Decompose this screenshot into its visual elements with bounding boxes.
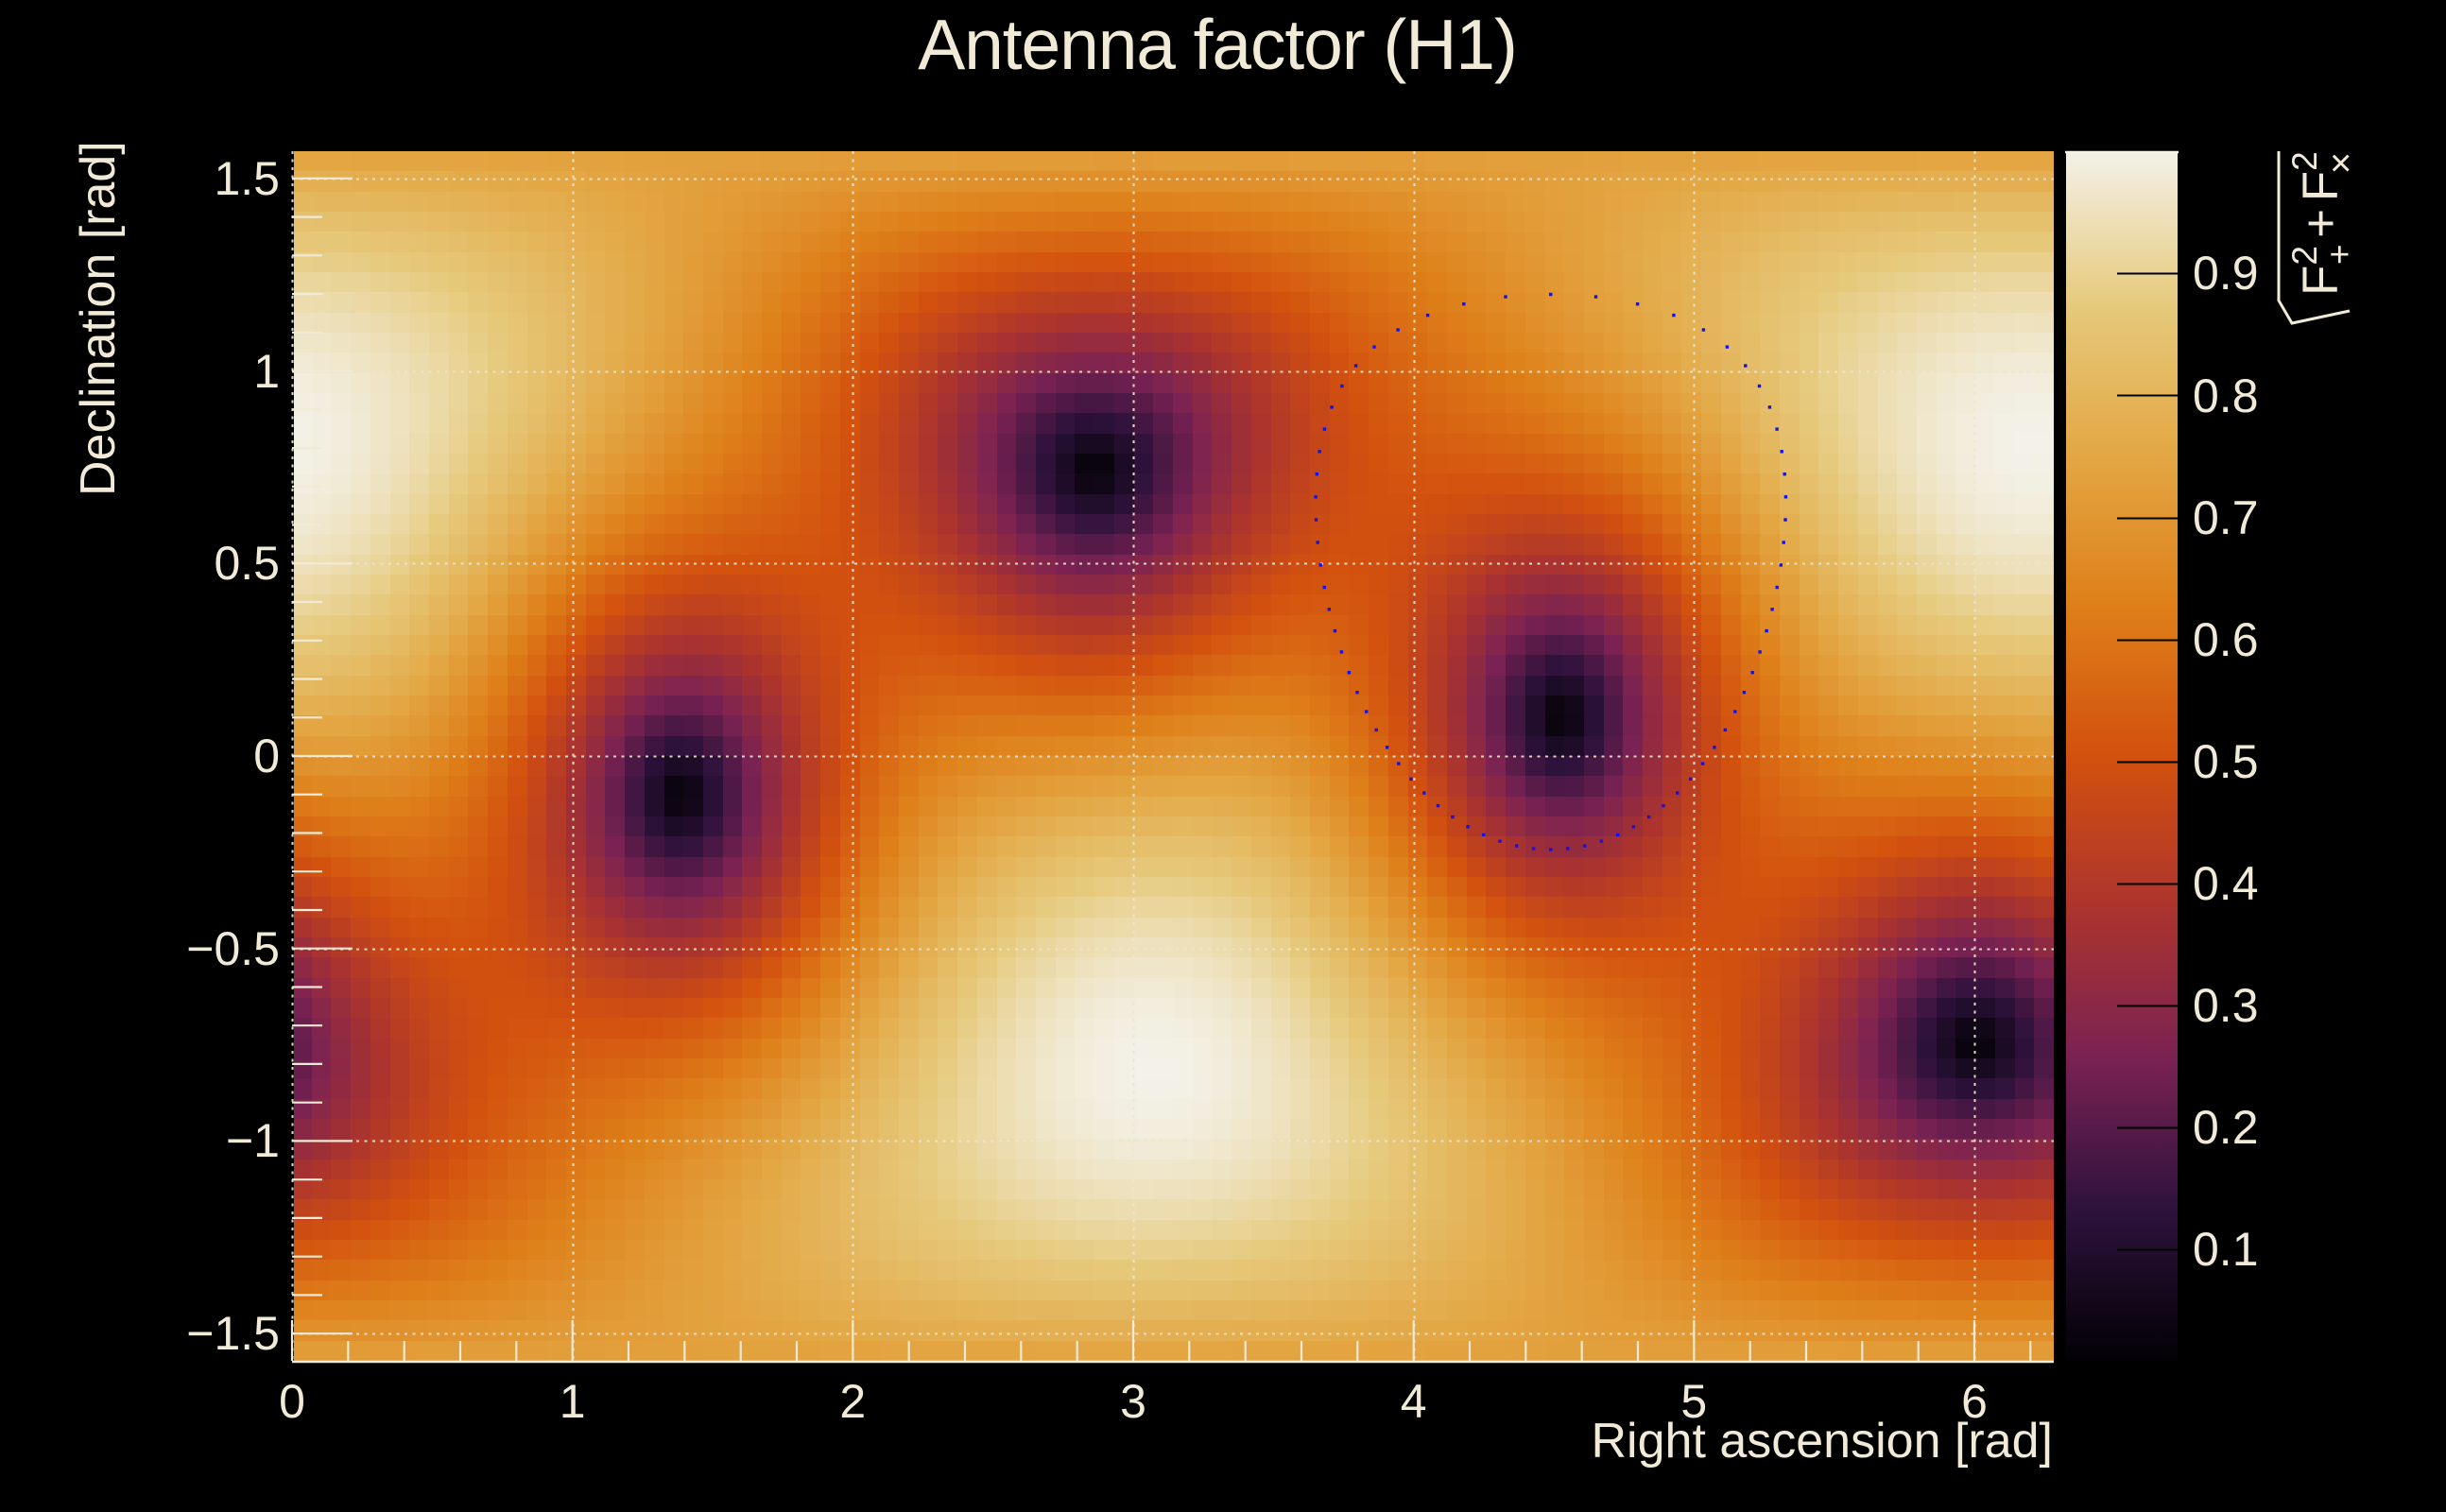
- svg-text:F2+ + F2×: F2+ + F2×: [2285, 151, 2362, 296]
